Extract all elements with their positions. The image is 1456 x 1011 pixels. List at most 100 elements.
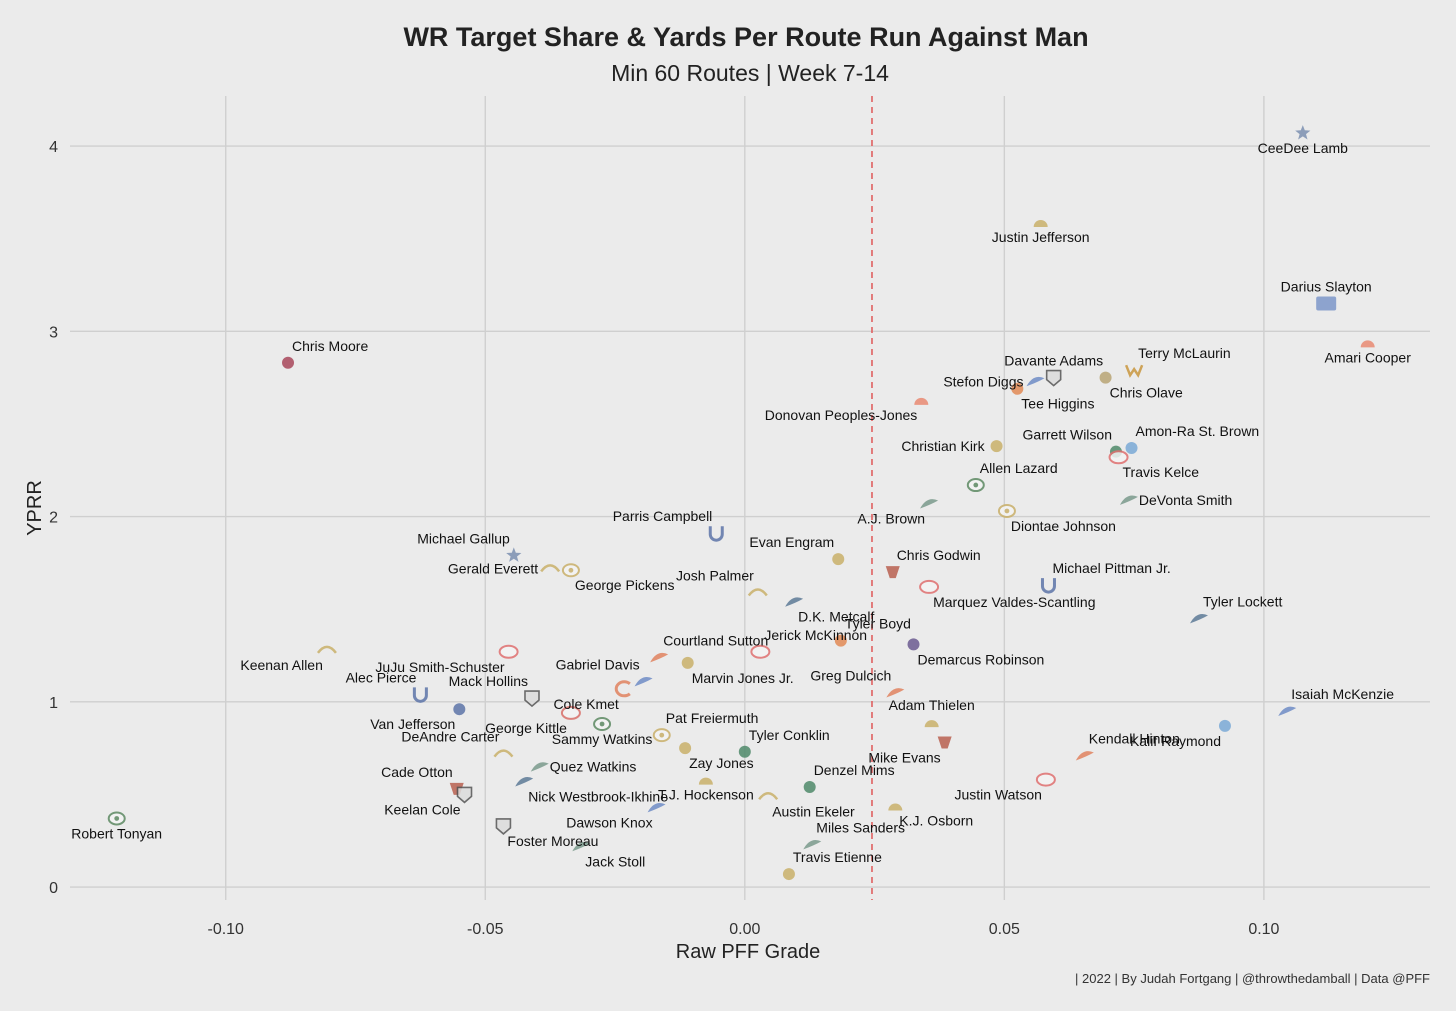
- point-label: Chris Olave: [1110, 385, 1183, 401]
- g-icon: [593, 717, 612, 732]
- oval-shape: [1108, 450, 1129, 465]
- b-icon: [834, 634, 847, 647]
- y-tick-label: 3: [49, 324, 58, 341]
- flag-shape: [937, 736, 952, 749]
- point-label: Tyler Conklin: [749, 727, 830, 743]
- point-label: Christian Kirk: [901, 438, 985, 454]
- shield-icon: [1045, 369, 1062, 387]
- bird-shape: [1119, 495, 1138, 505]
- g-icon: [107, 811, 126, 826]
- x-tick-label: 0.00: [729, 921, 760, 938]
- arrowhead-icon: [919, 579, 940, 594]
- dot-shape: [738, 745, 751, 758]
- dot-shape: [907, 638, 920, 651]
- dot-shape: [990, 440, 1003, 453]
- star-icon: [506, 547, 522, 562]
- dot-shape: [1011, 382, 1024, 395]
- ny-shape: [1316, 296, 1337, 311]
- point-label: Chris Godwin: [897, 547, 981, 563]
- arrowhead-icon: [1108, 450, 1129, 465]
- point-label: Amari Cooper: [1325, 349, 1412, 365]
- helmet-shape: [1033, 219, 1048, 227]
- steeler-icon: [561, 563, 580, 578]
- star-icon: [1295, 125, 1311, 140]
- y-tick-label: 4: [49, 139, 58, 156]
- data-labels: CeeDee Lamb Justin Jefferson Darius Slayto…: [71, 140, 1411, 869]
- steeler-icon: [997, 503, 1016, 518]
- emblem-core: [973, 482, 979, 488]
- point-label: Sammy Watkins: [552, 731, 653, 747]
- point-label: Josh Palmer: [676, 568, 754, 584]
- point-label: T.J. Hockenson: [658, 787, 754, 803]
- bird-shape: [650, 652, 669, 663]
- emblem-core: [659, 732, 665, 738]
- point-label: Dawson Knox: [566, 814, 652, 830]
- point-label: Tee Higgins: [1021, 396, 1094, 412]
- bird-shape: [803, 840, 822, 850]
- jaguar-icon: [832, 553, 845, 566]
- point-label: Gabriel Davis: [556, 656, 640, 672]
- point-label: Van Jefferson: [370, 716, 455, 732]
- point-label: Greg Dulcich: [810, 668, 891, 684]
- point-label: Isaiah McKenzie: [1291, 686, 1394, 702]
- helmet-shape: [1360, 340, 1375, 348]
- shield-shape: [1045, 369, 1062, 387]
- jets-icon: [803, 780, 816, 793]
- bird-shape: [530, 762, 549, 772]
- point-label: A.J. Brown: [857, 511, 925, 527]
- point-label: Chris Moore: [292, 338, 368, 354]
- point-label: Kalif Raymond: [1130, 733, 1221, 749]
- axis-ticks: -0.10 -0.05 0.00 0.05 0.10 0 1 2 3 4: [49, 139, 1279, 938]
- dot-shape: [803, 780, 816, 793]
- bolt-shape: [493, 749, 514, 758]
- flag-icon: [885, 566, 900, 579]
- chart-caption: | 2022 | By Judah Fortgang | @throwtheda…: [1075, 971, 1430, 986]
- bison-icon: [647, 802, 666, 813]
- point-label: Jerick McKinnon: [764, 627, 867, 643]
- horseshoe-shape: [708, 526, 724, 542]
- star-shape: [1295, 125, 1311, 140]
- flag-shape: [885, 566, 900, 579]
- point-label: Justin Watson: [954, 787, 1041, 803]
- arrowhead-icon: [1035, 772, 1056, 787]
- jaguar-icon: [990, 440, 1003, 453]
- point-label: Mike Evans: [868, 750, 940, 766]
- bronco-icon: [886, 688, 905, 698]
- w-icon: [1124, 364, 1144, 378]
- helmet-shape: [924, 720, 939, 728]
- b-icon: [1011, 382, 1024, 395]
- point-label: Nick Westbrook-Ikhine: [528, 788, 668, 804]
- bull-icon: [282, 356, 295, 369]
- point-label: Justin Jefferson: [992, 229, 1090, 245]
- eagle-icon: [530, 762, 549, 772]
- fleur-icon: [1099, 371, 1112, 384]
- bison-icon: [1278, 706, 1297, 717]
- jaguar-icon: [679, 742, 692, 755]
- star-shape: [506, 547, 522, 562]
- shield-icon: [524, 690, 540, 708]
- oval-shape: [750, 644, 771, 659]
- sf-icon: [560, 705, 581, 720]
- c-shape: [614, 680, 631, 698]
- horseshoe-icon: [708, 526, 724, 542]
- point-label: Amon-Ra St. Brown: [1136, 423, 1260, 439]
- point-label: Adam Thielen: [889, 697, 975, 713]
- point-label: Davante Adams: [1004, 353, 1103, 369]
- point-label: Denzel Mims: [814, 762, 895, 778]
- point-label: Alec Pierce: [346, 669, 417, 685]
- y-tick-label: 0: [49, 880, 58, 897]
- point-label: Marvin Jones Jr.: [692, 670, 794, 686]
- oval-shape: [560, 705, 581, 720]
- point-label: Courtland Sutton: [663, 632, 768, 648]
- point-label: Parris Campbell: [613, 508, 713, 524]
- x-tick-label: 0.05: [989, 921, 1020, 938]
- point-label: George Kittle: [485, 720, 567, 736]
- jaguar-icon: [681, 656, 694, 669]
- helmet-icon: [924, 720, 939, 728]
- point-label: Stefon Diggs: [943, 373, 1023, 389]
- point-label: Robert Tonyan: [71, 826, 162, 842]
- y-tick-label: 2: [49, 510, 58, 527]
- point-label: Cole Kmet: [553, 696, 618, 712]
- point-label: Zay Jones: [689, 755, 754, 771]
